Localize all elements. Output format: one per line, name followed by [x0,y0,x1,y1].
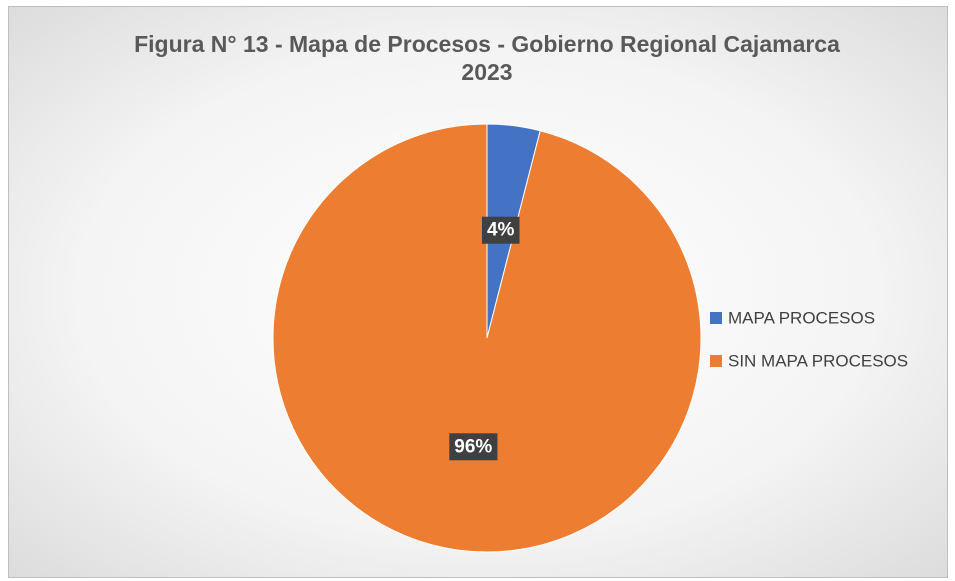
legend-label: SIN MAPA PROCESOS [728,351,908,370]
chart-title: Figura N° 13 - Mapa de Procesos - Gobier… [134,31,840,85]
data-label-box [481,216,520,244]
data-label-box [449,433,498,461]
data-label-text: 4% [487,220,515,241]
data-label-text: 96% [454,436,492,457]
legend-swatch [710,312,722,324]
legend-label: MAPA PROCESOS [728,308,875,327]
data-label: 4% [481,216,520,244]
data-label: 96% [449,433,498,461]
pie-slice [272,123,702,553]
legend-swatch [710,355,722,367]
